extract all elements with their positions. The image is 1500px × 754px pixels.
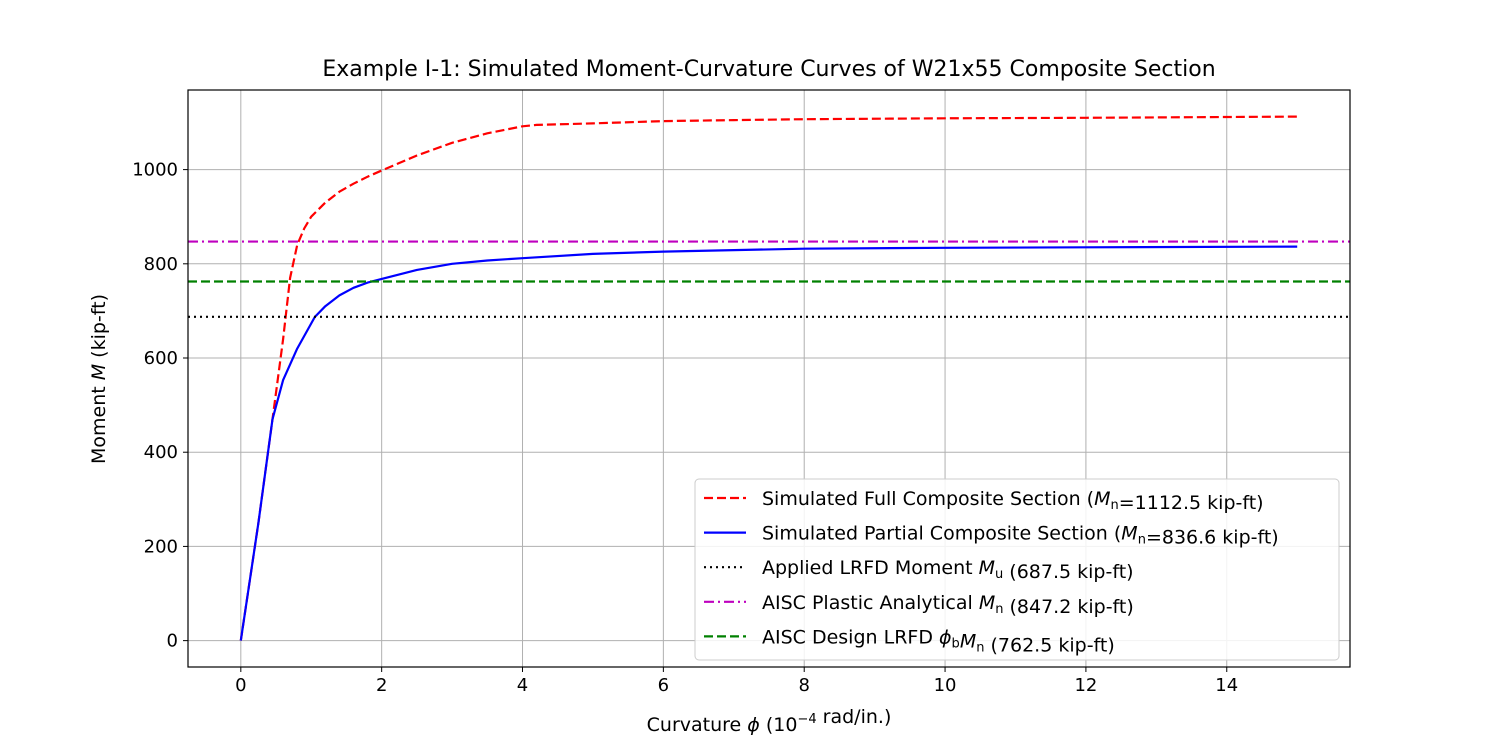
legend-label-mn-part-2: n bbox=[995, 602, 1003, 617]
legend-label-full-part-0: Simulated Full Composite Section ( bbox=[762, 488, 1094, 510]
legend-label-mu-part-2: u bbox=[995, 567, 1003, 582]
x-tick-label: 4 bbox=[517, 675, 528, 696]
legend-label-phimn-part-1: ϕ bbox=[939, 626, 952, 648]
y-tick-label: 400 bbox=[144, 442, 178, 463]
legend-label-phimn-part-3: M bbox=[960, 630, 976, 652]
legend-label-phimn-part-0: AISC Design LRFD bbox=[762, 626, 939, 648]
y-tick-label: 200 bbox=[144, 536, 178, 557]
legend-label-partial-part-2: n bbox=[1138, 533, 1146, 548]
x-axis-label-part-4: rad/in.) bbox=[817, 706, 892, 728]
legend-label-partial: Simulated Partial Composite Section (Mn=… bbox=[762, 523, 1279, 549]
legend-label-full-part-3: =1112.5 kip-ft) bbox=[1119, 492, 1264, 514]
x-axis-label-part-0: Curvature bbox=[647, 714, 748, 736]
legend-label-partial-part-0: Simulated Partial Composite Section ( bbox=[762, 523, 1121, 545]
legend-label-mu-part-1: M bbox=[979, 557, 995, 579]
x-axis-label: Curvature ϕ (10−4 rad/in.) bbox=[647, 706, 892, 736]
y-tick-label: 800 bbox=[144, 254, 178, 275]
series-layer bbox=[188, 115, 1350, 641]
legend-label-mu-part-3: (687.5 kip-ft) bbox=[1003, 561, 1133, 583]
legend-label-phimn: AISC Design LRFD ϕbMn (762.5 kip-ft) bbox=[762, 626, 1115, 656]
y-tick-label: 1000 bbox=[132, 160, 178, 181]
x-axis-label-part-2: (10 bbox=[760, 714, 798, 736]
legend-label-phimn-part-2: b bbox=[952, 636, 960, 651]
plot-frame bbox=[187, 89, 1351, 668]
legend-box bbox=[694, 478, 1340, 661]
legend-label-phimn-part-4: n bbox=[976, 640, 984, 655]
x-tick-label: 8 bbox=[798, 675, 809, 696]
legend-label-mn: AISC Plastic Analytical Mn (847.2 kip-ft… bbox=[762, 592, 1134, 618]
y-tick-label: 0 bbox=[167, 631, 178, 652]
legend-label-partial-part-1: M bbox=[1121, 523, 1137, 545]
x-tick-label: 0 bbox=[235, 675, 246, 696]
axis-ticks: 0 2 4 6 8 10 12 14 0 200 400 600 800 1000 bbox=[132, 160, 1238, 696]
x-tick-label: 2 bbox=[376, 675, 387, 696]
x-axis-label-part-3: −4 bbox=[797, 712, 816, 727]
legend-label-mn-part-3: (847.2 kip-ft) bbox=[1003, 596, 1133, 618]
legend-label-full: Simulated Full Composite Section (Mn=111… bbox=[762, 488, 1264, 514]
legend: Simulated Full Composite Section (Mn=111… bbox=[694, 478, 1340, 661]
legend-label-mn-part-0: AISC Plastic Analytical bbox=[762, 592, 979, 614]
legend-label-phimn-part-5: (762.5 kip-ft) bbox=[984, 634, 1114, 656]
legend-label-mu: Applied LRFD Moment Mu (687.5 kip-ft) bbox=[762, 557, 1134, 583]
y-axis-label: Moment M (kip-ft) bbox=[88, 294, 110, 464]
chart-title: Example I-1: Simulated Moment-Curvature … bbox=[322, 57, 1215, 82]
x-tick-label: 12 bbox=[1074, 675, 1097, 696]
x-axis-label-part-1: ϕ bbox=[747, 714, 760, 736]
legend-label-mu-part-0: Applied LRFD Moment bbox=[762, 557, 979, 579]
legend-label-mn-part-1: M bbox=[979, 592, 995, 614]
x-tick-label: 14 bbox=[1215, 675, 1238, 696]
legend-label-full-part-2: n bbox=[1110, 498, 1118, 513]
series-line-full bbox=[239, 115, 1298, 641]
y-axis-label-part-0: Moment bbox=[88, 380, 110, 464]
series-line-partial bbox=[239, 245, 1298, 641]
legend-label-partial-part-3: =836.6 kip-ft) bbox=[1146, 527, 1279, 549]
y-axis-label-part-2: (kip-ft) bbox=[88, 294, 110, 364]
x-tick-label: 6 bbox=[658, 675, 669, 696]
legend-label-full-part-1: M bbox=[1094, 488, 1110, 510]
x-tick-label: 10 bbox=[934, 675, 957, 696]
y-axis-label-part-1: M bbox=[88, 364, 110, 380]
y-tick-label: 600 bbox=[144, 348, 178, 369]
